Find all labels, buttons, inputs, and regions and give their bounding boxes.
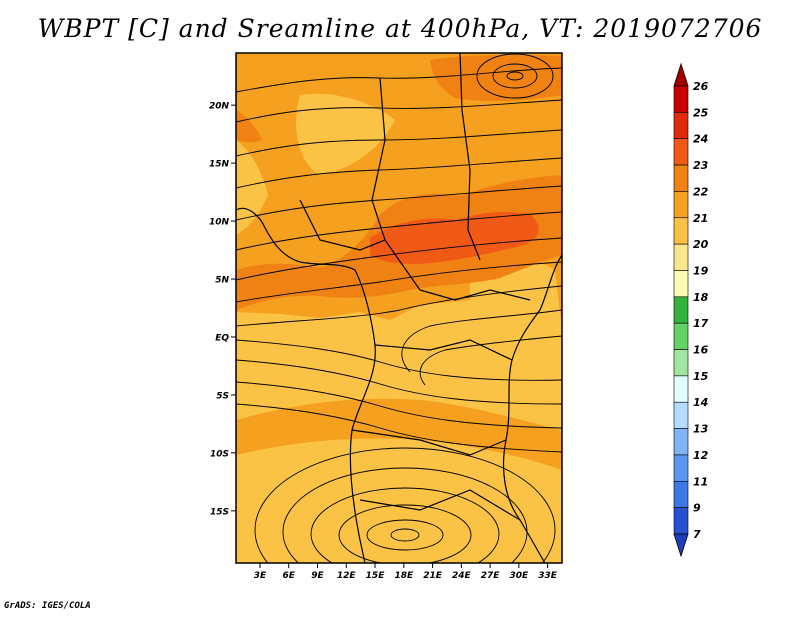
lon-label: 15E: [366, 571, 386, 581]
colorbar-label: 15: [693, 370, 709, 383]
colorbar-swatch: [673, 243, 689, 271]
lat-label: 15S: [210, 507, 229, 517]
colorbar-swatch: [673, 217, 689, 245]
colorbar-label: 25: [693, 106, 709, 119]
colorbar-swatch: [673, 507, 689, 535]
latitude-axis: 20N 15N 10N 5N EQ 5S 10S 15S: [209, 102, 236, 517]
colorbar-label: 24: [693, 133, 708, 146]
streamlines: [236, 53, 562, 563]
colorbar-swatch: [673, 164, 689, 192]
lon-label: 12E: [337, 571, 357, 581]
colorbar-label: 18: [693, 291, 709, 304]
colorbar-label: 17: [693, 317, 709, 330]
lon-label: 27E: [481, 571, 501, 581]
colorbar-swatch: [673, 375, 689, 403]
colorbar-swatch: [673, 454, 689, 482]
colorbar-label: 20: [693, 238, 709, 251]
lat-label: 10S: [210, 449, 229, 459]
colorbar-label: 26: [693, 80, 709, 93]
colorbar-label: 7: [693, 528, 701, 541]
lon-label: 6E: [283, 571, 296, 581]
colorbar-swatch: [673, 296, 689, 324]
lon-label: 33E: [538, 571, 558, 581]
colorbar-bottom-arrow: [673, 533, 689, 558]
colorbar-swatch: [673, 138, 689, 166]
longitude-axis: 3E 6E 9E 12E 15E 18E 21E 24E 27E 30E 33E: [254, 563, 558, 581]
colorbar-label: 13: [693, 423, 709, 436]
lon-label: 21E: [423, 571, 443, 581]
colorbar-label: 9: [693, 502, 701, 515]
colorbar-swatch: [673, 322, 689, 350]
colorbar-label: 12: [693, 449, 709, 462]
colorbar-label: 21: [693, 212, 708, 225]
colorbar-swatch: [673, 191, 689, 219]
colorbar: 26 25 24 23 22 21 20 19 18 17 16 15 14 13 12 11 9 7: [673, 62, 709, 558]
lon-label: 18E: [394, 571, 414, 581]
colorbar-swatch: [673, 349, 689, 377]
colorbar-top-arrow: [673, 62, 689, 87]
lon-label: 30E: [510, 571, 530, 581]
colorbar-swatch: [673, 112, 689, 140]
lat-label: 5N: [215, 276, 229, 286]
colorbar-swatch: [673, 270, 689, 298]
colorbar-swatch: [673, 428, 689, 456]
colorbar-label: 23: [693, 159, 709, 172]
colorbar-label: 19: [693, 264, 709, 277]
colorbar-label: 14: [693, 396, 708, 409]
grads-credit: GrADS: IGES/COLA: [4, 601, 91, 611]
lon-label: 24E: [452, 571, 472, 581]
coastlines: [236, 53, 562, 563]
chart-title: WBPT [C] and Sreamline at 400hPa, VT: 20…: [37, 14, 763, 43]
lat-label: 20N: [209, 102, 230, 112]
colorbar-label: 16: [693, 344, 709, 357]
colorbar-swatch: [673, 401, 689, 429]
lat-label: 15N: [209, 160, 230, 170]
colorbar-label: 22: [693, 185, 709, 198]
colorbar-swatch: [673, 85, 689, 113]
colorbar-swatch: [673, 480, 689, 508]
colorbar-label: 11: [693, 475, 708, 488]
lon-label: 3E: [254, 571, 267, 581]
map-panel: [236, 53, 562, 563]
map-frame: [235, 52, 563, 564]
lat-label: 5S: [216, 391, 229, 401]
lon-label: 9E: [311, 571, 324, 581]
lat-label: EQ: [215, 333, 229, 343]
lat-label: 10N: [209, 218, 230, 228]
